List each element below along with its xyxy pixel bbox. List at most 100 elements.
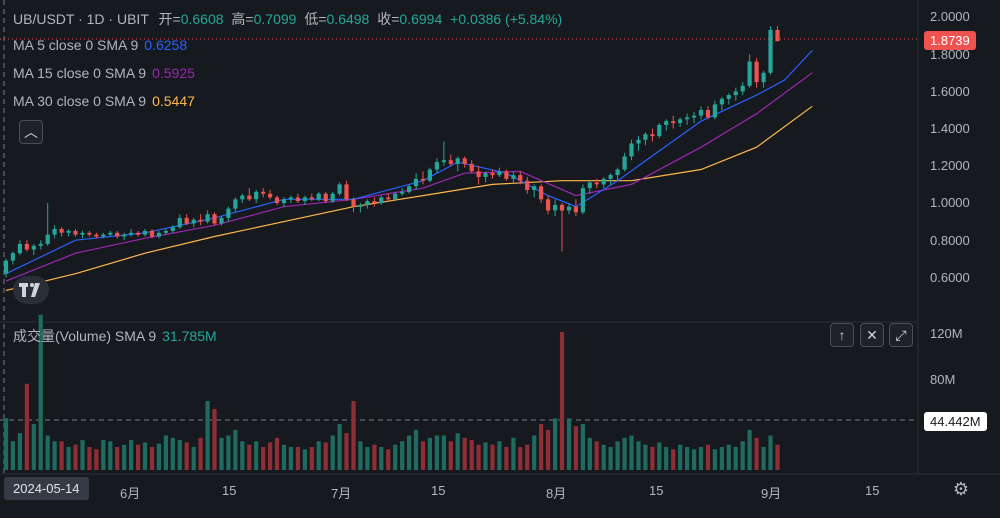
open-value: 0.6608 (180, 11, 224, 27)
ma5-legend[interactable]: MA 5 close 0 SMA 9 0.6258 (13, 37, 187, 53)
candle-body (664, 121, 669, 125)
candle-body (434, 162, 439, 170)
candle-body (233, 199, 238, 209)
time-tick: 15 (431, 483, 446, 498)
candle-body (261, 191, 266, 194)
collapse-legend-button[interactable]: ︿ (19, 120, 43, 144)
volume-bar (344, 433, 349, 470)
candle-body (441, 160, 446, 163)
volume-bar (525, 444, 530, 470)
volume-bar (226, 435, 231, 470)
volume-bar (31, 424, 36, 470)
volume-bar (532, 435, 537, 470)
volume-bar (233, 429, 238, 471)
volume-bar (156, 443, 161, 470)
candle-body (87, 232, 92, 235)
volume-bar (601, 444, 606, 470)
candle-body (671, 121, 676, 124)
volume-bar (281, 444, 287, 470)
high-value: 0.7099 (253, 11, 297, 27)
volume-label: 成交量(Volume) SMA 9 (13, 328, 157, 344)
volume-legend[interactable]: 成交量(Volume) SMA 9 31.785M (13, 326, 217, 346)
volume-bar (427, 437, 432, 470)
candle-body (149, 230, 155, 237)
volume-bar (671, 449, 676, 470)
volume-bar (142, 442, 148, 470)
volume-bar (622, 437, 627, 470)
change-value: +0.0386 (+5.84%) (450, 11, 563, 27)
volume-bar (539, 424, 544, 470)
ma15-legend[interactable]: MA 15 close 0 SMA 9 0.5925 (13, 65, 195, 81)
ma30-value: 0.5447 (152, 93, 195, 109)
candle-body (177, 217, 182, 228)
candle-body (240, 195, 245, 200)
price-tick: 1.6000 (930, 84, 970, 99)
volume-bar (740, 441, 745, 470)
tradingview-logo[interactable] (13, 276, 49, 304)
volume-bar (420, 441, 426, 470)
candle-body (413, 178, 419, 187)
ma30-legend[interactable]: MA 30 close 0 SMA 9 0.5447 (13, 93, 195, 109)
candle-body (379, 197, 384, 203)
crosshair-date-badge: 2024-05-14 (4, 477, 89, 500)
volume-bar (295, 447, 300, 470)
volume-bar (379, 447, 384, 470)
candle-body (247, 195, 252, 200)
ma5-line (5, 50, 813, 275)
candle-body (518, 175, 523, 181)
volume-bar (455, 433, 460, 470)
candle-body (344, 184, 349, 200)
volume-bar (24, 383, 29, 471)
candle-body (226, 208, 231, 218)
volume-bar (733, 447, 738, 470)
candle-body (122, 234, 127, 237)
volume-bar (87, 447, 92, 470)
volume-bar (462, 437, 467, 470)
candle-body (31, 245, 36, 250)
candle-body (288, 197, 293, 200)
volume-bar (337, 424, 342, 470)
volume-bar (184, 442, 189, 470)
candle-body (525, 180, 530, 190)
volume-bar (393, 444, 398, 470)
volume-bar (580, 424, 585, 470)
candle-body (650, 134, 655, 137)
candle-body (163, 230, 168, 233)
close-icon: ✕ (866, 326, 878, 343)
candle-body (170, 227, 175, 231)
symbol-pair[interactable]: UB/USDT · 1D · UBIT (13, 11, 149, 27)
volume-bar (101, 440, 106, 470)
gear-icon: ⚙ (952, 478, 970, 499)
volume-bar (198, 437, 203, 470)
price-tick: 0.8000 (930, 233, 970, 248)
candle-body (80, 232, 85, 235)
candle-body (580, 188, 585, 213)
volume-bar (254, 441, 259, 470)
volume-bar (288, 447, 293, 470)
candle-body (52, 229, 57, 235)
candle-body (358, 204, 363, 207)
ma15-line (5, 72, 813, 282)
close-value: 0.6994 (399, 11, 443, 27)
candle-body (281, 199, 287, 203)
volume-bar (240, 441, 245, 470)
low-label: 低= (304, 11, 327, 27)
candle-body (622, 156, 627, 170)
volume-bar (768, 435, 773, 470)
maximize-pane-button[interactable]: ⤢ (889, 323, 913, 347)
close-pane-button[interactable]: ✕ (860, 323, 884, 347)
volume-bar (712, 449, 717, 470)
candle-body (420, 178, 426, 181)
volume-bar (309, 447, 314, 470)
ma15-label: MA 15 close 0 SMA 9 (13, 65, 147, 81)
volume-bar (80, 440, 85, 470)
move-pane-up-button[interactable]: ↑ (830, 323, 854, 347)
ma15-value: 0.5925 (152, 65, 195, 81)
volume-sma-value: 31.785M (162, 328, 217, 344)
volume-bar (94, 449, 99, 470)
volume-bar (219, 437, 224, 470)
settings-button[interactable]: ⚙ (950, 478, 972, 500)
volume-bar (351, 401, 356, 470)
